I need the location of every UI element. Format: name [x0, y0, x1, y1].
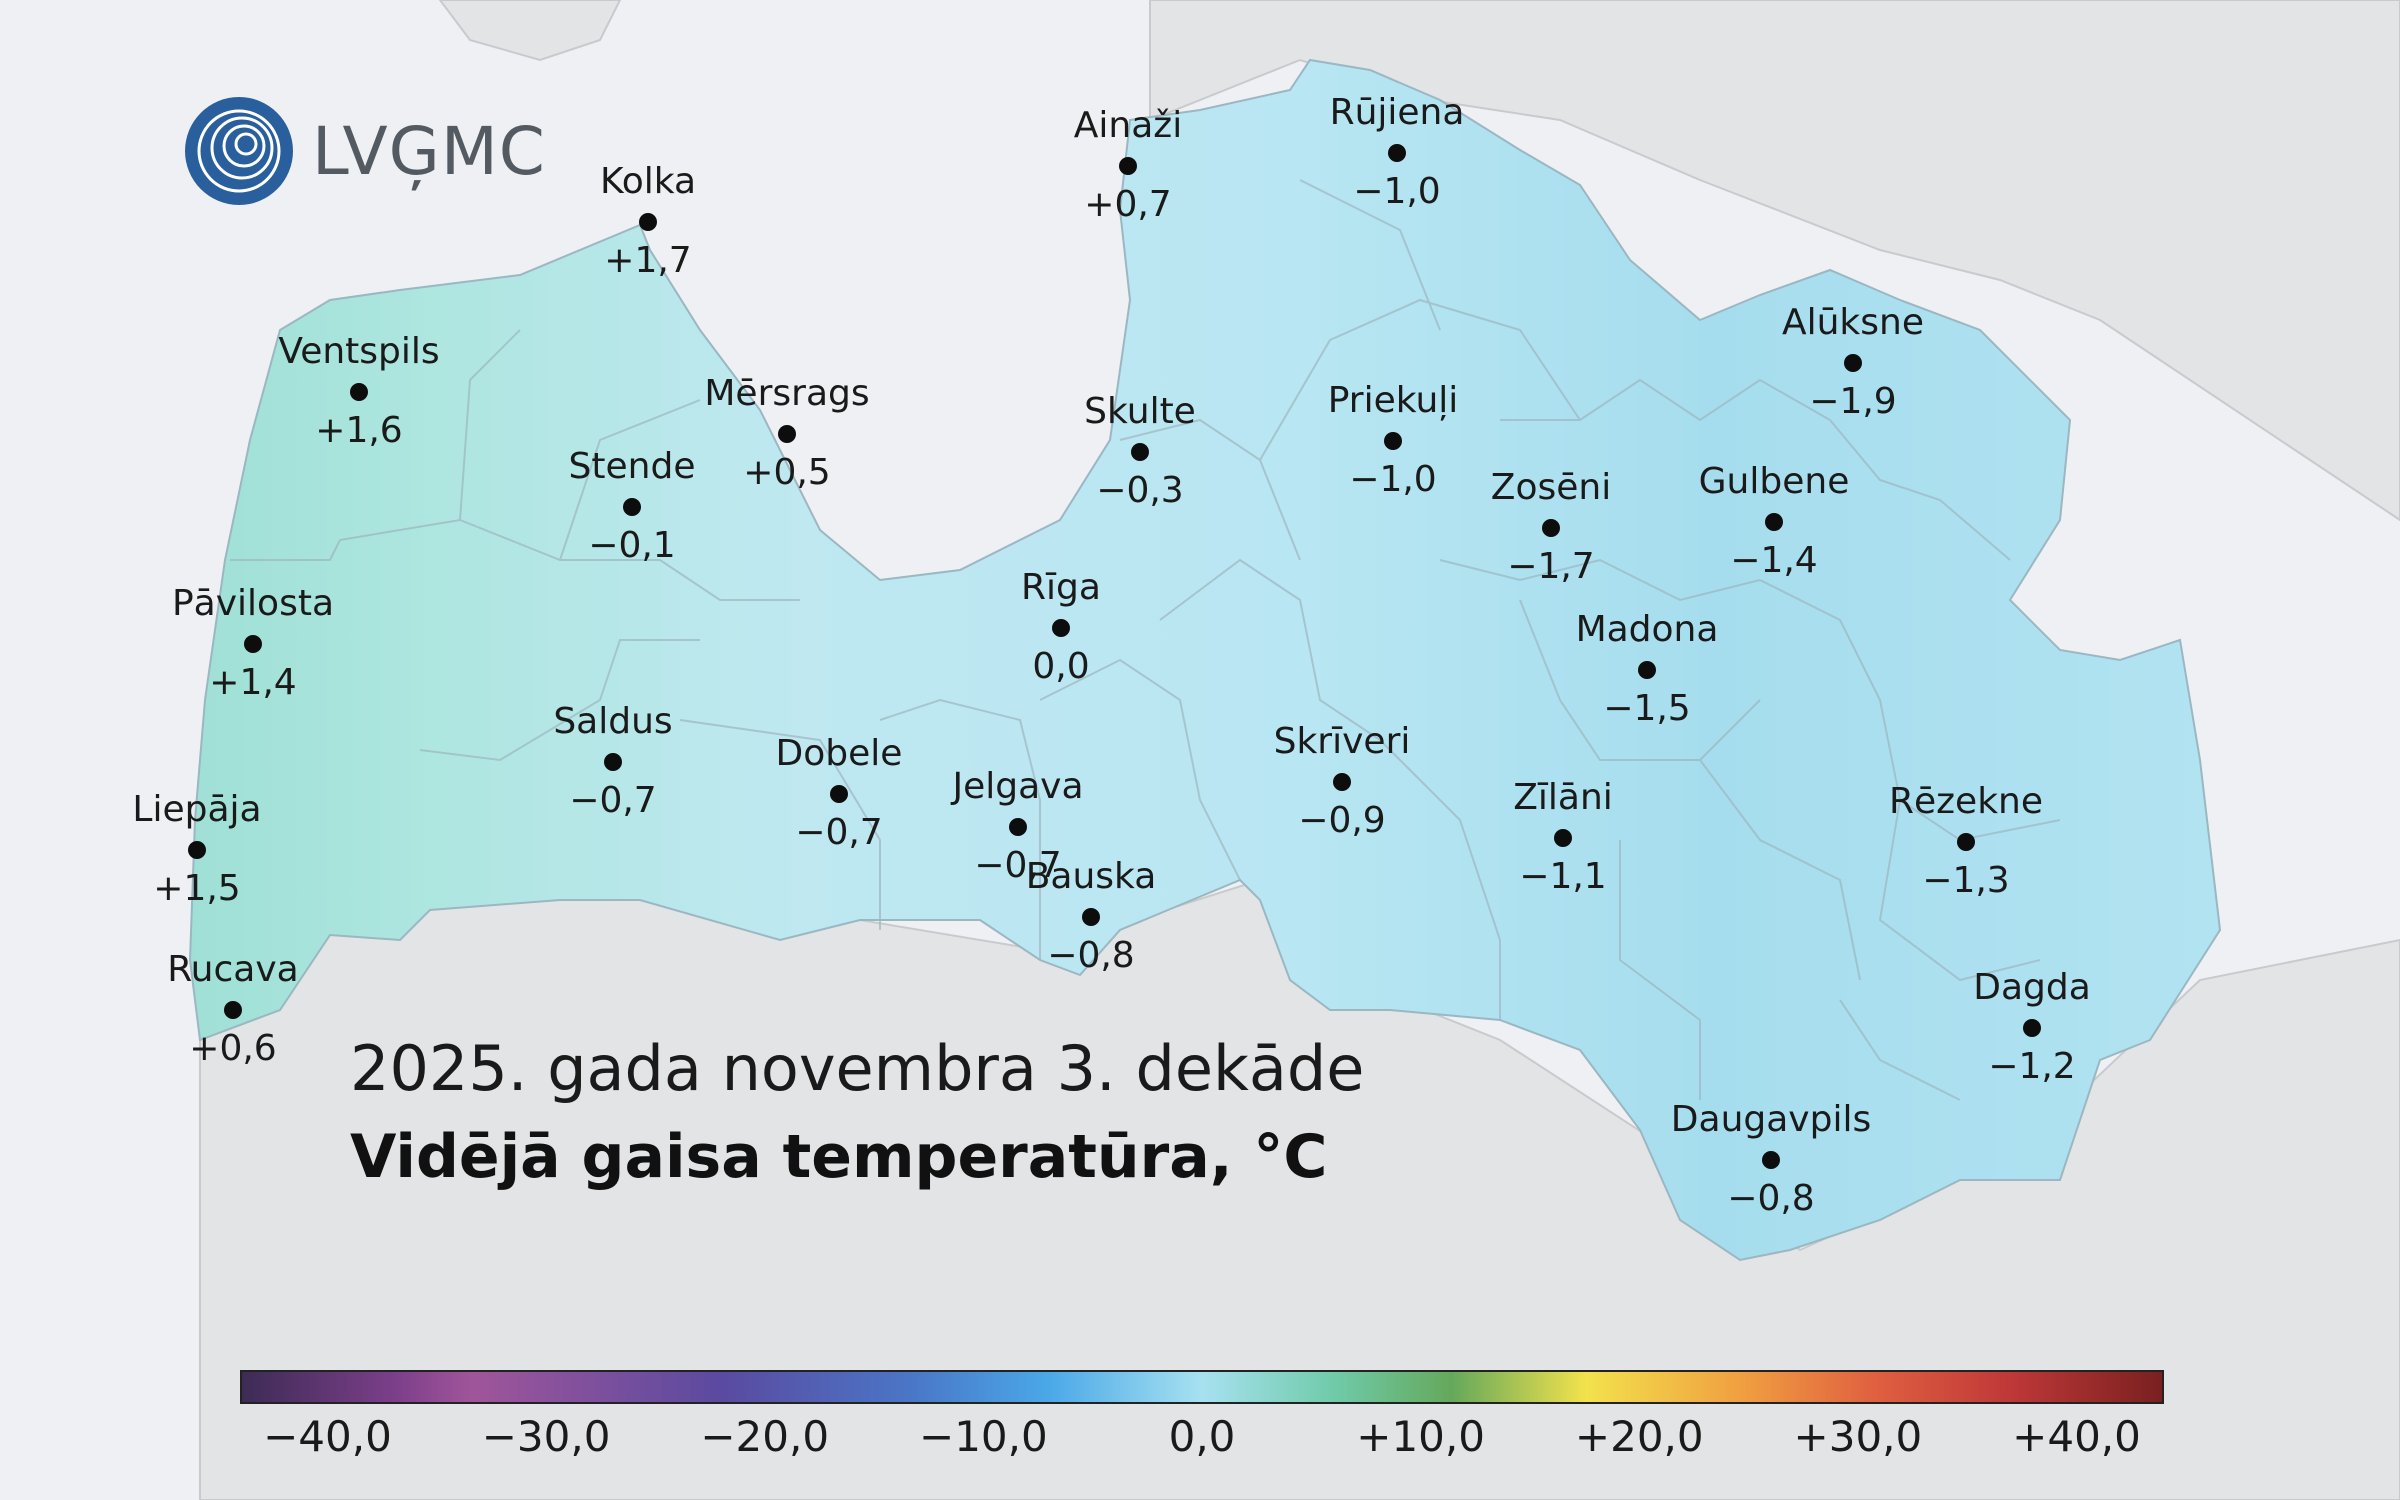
station-temperature-value: +0,6: [189, 1028, 277, 1069]
island-saaremaa: [438, 0, 622, 62]
station-name-label: Madona: [1575, 609, 1719, 650]
station-dot: [1762, 1151, 1780, 1169]
station-temperature-value: −1,0: [1349, 459, 1437, 500]
station-dot: [1542, 519, 1560, 537]
station-name-label: Saldus: [553, 701, 673, 742]
colorbar-tick-label: +30,0: [1793, 1412, 1923, 1461]
station-temperature-value: −0,8: [1047, 935, 1135, 976]
colorbar-tick-label: +10,0: [1356, 1412, 1485, 1461]
station-name-label: Jelgava: [952, 766, 1084, 807]
station-dot: [1844, 354, 1862, 372]
colorbar-tick-label: −40,0: [263, 1412, 392, 1461]
logo-text: LVĢMC: [312, 112, 546, 190]
station-temperature-value: −1,2: [1988, 1046, 2076, 1087]
station-dot: [1554, 829, 1572, 847]
station-temperature-value: +0,7: [1084, 184, 1172, 225]
station-dot: [1009, 818, 1027, 836]
station-name-label: Rucava: [167, 949, 299, 990]
latvia-territory: [188, 58, 2222, 1262]
temperature-colorbar: [240, 1370, 2164, 1404]
station-name-label: Kolka: [599, 161, 697, 202]
estonia-land: [1149, 0, 2400, 522]
station-dot: [1765, 513, 1783, 531]
colorbar-tick-label: −20,0: [700, 1412, 830, 1461]
station-name-label: Skulte: [1084, 391, 1196, 432]
station-temperature-value: −0,7: [569, 780, 657, 821]
station-name-label: Ainaži: [1073, 105, 1183, 146]
station-temperature-value: −0,8: [1727, 1178, 1815, 1219]
station-name-label: Dobele: [775, 733, 903, 774]
station-temperature-value: −0,3: [1096, 470, 1184, 511]
station-dot: [1052, 619, 1070, 637]
station-temperature-value: −0,7: [795, 812, 883, 853]
station-dot: [1082, 908, 1100, 926]
station-temperature-value: −0,1: [588, 525, 676, 566]
station-temperature-value: 0,0: [1032, 646, 1090, 687]
station-dot: [350, 383, 368, 401]
station-temperature-value: −1,0: [1353, 171, 1441, 212]
station-temperature-value: +1,7: [604, 240, 692, 281]
station-dot: [830, 785, 848, 803]
station-temperature-value: +0,5: [743, 452, 831, 493]
station-name-label: Gulbene: [1698, 461, 1850, 502]
station-dot: [604, 753, 622, 771]
station-name-label: Skrīveri: [1273, 721, 1411, 762]
station-dot: [1131, 443, 1149, 461]
station-dot: [639, 213, 657, 231]
station-name-label: Stende: [568, 446, 696, 487]
station-dot: [1957, 833, 1975, 851]
station-dot: [1384, 432, 1402, 450]
station-dot: [1119, 157, 1137, 175]
station-name-label: Rīga: [1021, 567, 1101, 608]
station-dot: [224, 1001, 242, 1019]
station-name-label: Alūksne: [1781, 302, 1924, 343]
station-temperature-value: −1,5: [1603, 688, 1691, 729]
station-temperature-value: −1,4: [1730, 540, 1818, 581]
station-dot: [2023, 1019, 2041, 1037]
station-name-label: Priekuļi: [1327, 380, 1459, 421]
map-period-title: 2025. gada novembra 3. dekāde: [350, 1032, 1365, 1105]
station-name-label: Bauska: [1025, 856, 1157, 897]
station-temperature-value: −0,9: [1298, 800, 1386, 841]
station-name-label: Mērsrags: [704, 373, 870, 414]
station-dot: [623, 498, 641, 516]
station-temperature-value: +1,6: [315, 410, 403, 451]
station-temperature-value: +1,4: [209, 662, 297, 703]
station-name-label: Zosēni: [1490, 467, 1612, 508]
station-name-label: Rūjiena: [1329, 92, 1465, 133]
station-temperature-value: −1,3: [1922, 860, 2010, 901]
station-temperature-value: −1,7: [1507, 546, 1595, 587]
colorbar-tick-label: −30,0: [481, 1412, 611, 1461]
station-dot: [188, 841, 206, 859]
colorbar-tick-label: 0,0: [1168, 1412, 1236, 1461]
station-dot: [778, 425, 796, 443]
station-temperature-value: +1,5: [153, 868, 241, 909]
station-dot: [1333, 773, 1351, 791]
colorbar-tick-label: −10,0: [919, 1412, 1048, 1461]
municipal-boundaries: [230, 179, 2061, 1101]
station-dot: [1388, 144, 1406, 162]
colorbar-tick-labels: −40,0 −30,0 −20,0 −10,0 0,0 +10,0 +20,0 +30,0 +4…: [0, 1412, 2400, 1472]
station-temperature-value: −0,7: [974, 845, 1062, 886]
station-name-label: Daugavpils: [1670, 1099, 1872, 1140]
map-variable-title: Vidējā gaisa temperatūra, °C: [350, 1122, 1328, 1192]
station-temperature-value: −1,1: [1519, 856, 1607, 897]
logo-emblem-icon: [185, 97, 293, 205]
station-name-label: Ventspils: [278, 331, 440, 372]
colorbar-tick-label: +20,0: [1574, 1412, 1704, 1461]
colorbar-tick-label: +40,0: [2012, 1412, 2141, 1461]
station-dot: [1638, 661, 1656, 679]
station-name-label: Pāvilosta: [171, 583, 335, 624]
station-name-label: Liepāja: [132, 789, 262, 830]
station-name-label: Rēzekne: [1888, 781, 2044, 822]
lvgmc-logo: LVĢMC: [184, 96, 546, 206]
station-name-label: Dagda: [1973, 967, 2091, 1008]
station-temperature-value: −1,9: [1809, 381, 1897, 422]
station-dot: [244, 635, 262, 653]
station-name-label: Zīlāni: [1513, 777, 1613, 818]
